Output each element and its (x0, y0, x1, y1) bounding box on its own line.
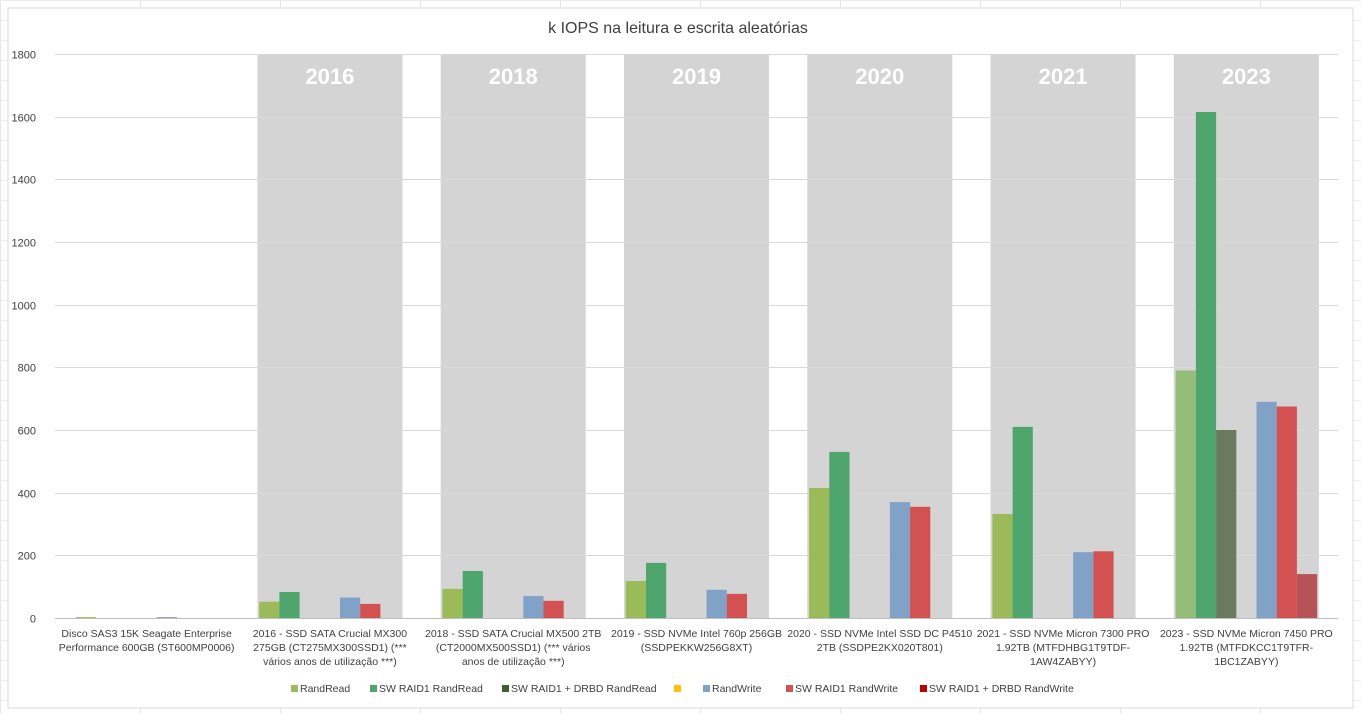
bars (55, 112, 1338, 619)
legend-swatch (291, 685, 298, 692)
legend-entry[interactable]: SW RAID1 + DRBD RandRead (511, 683, 657, 695)
bar[interactable] (910, 506, 931, 618)
bar[interactable] (442, 588, 463, 618)
bar[interactable] (156, 617, 177, 618)
bar[interactable] (462, 571, 483, 618)
bar[interactable] (625, 581, 646, 618)
bar[interactable] (1296, 574, 1318, 618)
year-label-2020: 2020 (855, 64, 904, 89)
bar[interactable] (1216, 430, 1237, 618)
bar[interactable] (523, 596, 544, 618)
legend-swatch (370, 685, 377, 692)
x-tick-label: 2019 - SSD NVMe Intel 760p 256GB (SSDPEKK… (611, 628, 782, 654)
y-tick-label: 600 (18, 426, 36, 438)
year-label-2021: 2021 (1039, 64, 1088, 89)
year-label-2016: 2016 (305, 64, 354, 89)
bar[interactable] (1256, 401, 1277, 618)
legend-entry[interactable]: SW RAID1 + DRBD RandWrite (929, 683, 1074, 695)
legend-swatch (703, 685, 710, 692)
y-tick-label: 1200 (12, 238, 36, 250)
bar[interactable] (259, 601, 280, 618)
x-tick-label: 2016 - SSD SATA Crucial MX300 275GB (CT27… (253, 628, 407, 668)
legend-swatch (674, 685, 681, 692)
bar[interactable] (1093, 551, 1114, 618)
bar[interactable] (829, 451, 850, 618)
bar[interactable] (992, 514, 1013, 618)
y-axis-ticks: 0 200 400 600 800 1000 1200 1400 1600 1800 (12, 50, 36, 626)
bar[interactable] (279, 592, 300, 618)
bar[interactable] (1175, 370, 1196, 619)
bar[interactable] (360, 603, 381, 618)
x-tick-label: Disco SAS3 15K Seagate Enterprise Perform… (59, 628, 235, 654)
y-tick-label: 1800 (12, 50, 36, 62)
bar[interactable] (543, 600, 564, 618)
y-tick-label: 800 (18, 363, 36, 375)
bar[interactable] (809, 488, 830, 618)
x-axis-labels: Disco SAS3 15K Seagate Enterprise Perform… (59, 628, 1333, 668)
legend-entry[interactable]: SW RAID1 RandRead (379, 683, 483, 695)
legend-swatch (786, 685, 793, 692)
y-tick-label: 400 (18, 489, 36, 501)
x-tick-label: 2023 - SSD NVMe Micron 7450 PRO 1.92TB (M… (1160, 628, 1333, 668)
bar[interactable] (75, 617, 97, 618)
y-tick-label: 1000 (12, 301, 36, 313)
bar[interactable] (889, 502, 911, 618)
legend-entry[interactable]: RandWrite (712, 683, 762, 695)
legend-swatch (502, 685, 509, 692)
bar[interactable] (1073, 552, 1094, 618)
y-tick-label: 1600 (12, 113, 36, 125)
bar[interactable] (726, 593, 747, 618)
bar[interactable] (340, 597, 361, 618)
legend-entry[interactable]: RandRead (300, 683, 350, 695)
legend-entry[interactable]: SW RAID1 RandWrite (795, 683, 898, 695)
legend-swatch (920, 685, 927, 692)
bar[interactable] (1276, 406, 1297, 619)
bar[interactable] (1012, 426, 1033, 618)
legend: RandRead SW RAID1 RandRead SW RAID1 + DRBD… (291, 683, 1074, 695)
y-tick-label: 0 (30, 614, 36, 626)
y-tick-label: 1400 (12, 175, 36, 187)
y-gridlines (55, 54, 1338, 619)
year-label-2018: 2018 (489, 64, 538, 89)
bar[interactable] (646, 562, 667, 618)
x-tick-label: 2020 - SSD NVMe Intel SSD DC P4510 2TB (S… (787, 628, 972, 654)
year-band-2018 (440, 54, 586, 618)
year-band-2019 (624, 54, 769, 618)
year-label-2019: 2019 (672, 64, 721, 89)
year-label-2023: 2023 (1222, 64, 1271, 89)
x-tick-label: 2021 - SSD NVMe Micron 7300 PRO 1.92TB (M… (977, 628, 1150, 668)
bar[interactable] (706, 589, 727, 618)
chart-title: k IOPS na leitura e escrita aleatórias (548, 20, 808, 37)
year-band-2016 (257, 54, 403, 618)
bar[interactable] (1195, 112, 1217, 618)
x-tick-label: 2018 - SSD SATA Crucial MX500 2TB (CT2000… (425, 628, 601, 668)
y-tick-label: 200 (18, 551, 36, 563)
